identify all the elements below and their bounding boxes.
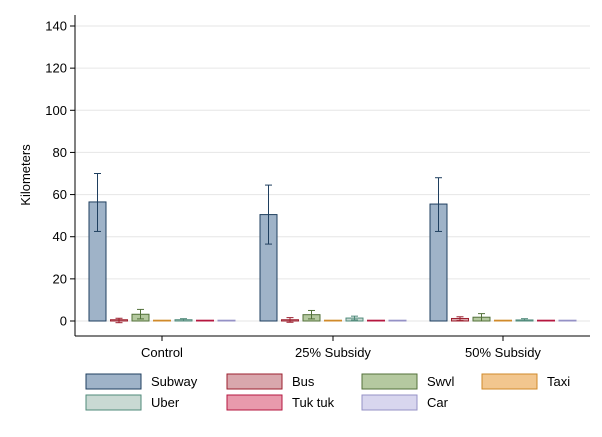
error-bar-swvl-control [137,308,144,320]
legend-swatch-bus [226,373,283,390]
legend-label-tuk-tuk: Tuk tuk [292,395,335,410]
legend-label-swvl: Swvl [427,374,455,389]
error-bar-bus-control [115,317,123,324]
axes: Control 25% Subsidy 50% Subsidy 0 20 40 60 80 10… [45,15,590,360]
legend-label-bus: Bus [292,374,315,389]
bars-layer [88,201,577,322]
y-tick-label-140: 140 [45,19,67,34]
legend-label-subway: Subway [151,374,198,389]
error-bar-bus-50-subsidy [456,316,464,322]
error-bar-subway-25-subsidy [265,184,272,245]
legend-swatch-subway [85,373,142,390]
error-bar-bus-25-subsidy [286,317,294,323]
legend-label-uber: Uber [151,395,180,410]
legend-item-subway: Subway [85,373,198,390]
legend-swatch-car [361,394,418,411]
legend-item-taxi: Taxi [481,373,570,390]
y-axis-label: Kilometers [18,144,33,206]
error-bar-subway-control [94,173,101,232]
gridlines [75,25,590,322]
legend-swatch-uber [85,394,142,411]
x-tick-label-50-subsidy: 50% Subsidy [465,345,541,360]
legend: Subway Bus Swvl Taxi Uber Tuk tuk Car [85,373,570,411]
legend-swatch-taxi [481,373,538,390]
legend-swatch-tuk-tuk [226,394,283,411]
y-tick-label-120: 120 [45,61,67,76]
y-tick-label-80: 80 [53,145,67,160]
legend-label-taxi: Taxi [547,374,570,389]
error-bar-uber-50-subsidy [521,318,528,322]
y-tick-label-100: 100 [45,103,67,118]
x-tick-label-25-subsidy: 25% Subsidy [295,345,371,360]
legend-label-car: Car [427,395,449,410]
error-bar-uber-control [180,318,187,322]
error-bar-swvl-25-subsidy [308,309,315,320]
y-tick-label-20: 20 [53,271,67,286]
legend-swatch-swvl [361,373,418,390]
legend-item-car: Car [361,394,449,411]
error-bar-uber-25-subsidy [351,315,358,321]
legend-item-tuk-tuk: Tuk tuk [226,394,335,411]
legend-item-swvl: Swvl [361,373,455,390]
x-tick-label-control: Control [141,345,183,360]
error-bar-subway-50-subsidy [435,177,442,232]
y-tick-label-40: 40 [53,229,67,244]
error-bar-swvl-50-subsidy [478,313,485,322]
error-bars-layer [94,173,571,324]
legend-item-bus: Bus [226,373,315,390]
y-tick-label-60: 60 [53,187,67,202]
y-tick-label-0: 0 [60,314,67,329]
legend-item-uber: Uber [85,394,180,411]
